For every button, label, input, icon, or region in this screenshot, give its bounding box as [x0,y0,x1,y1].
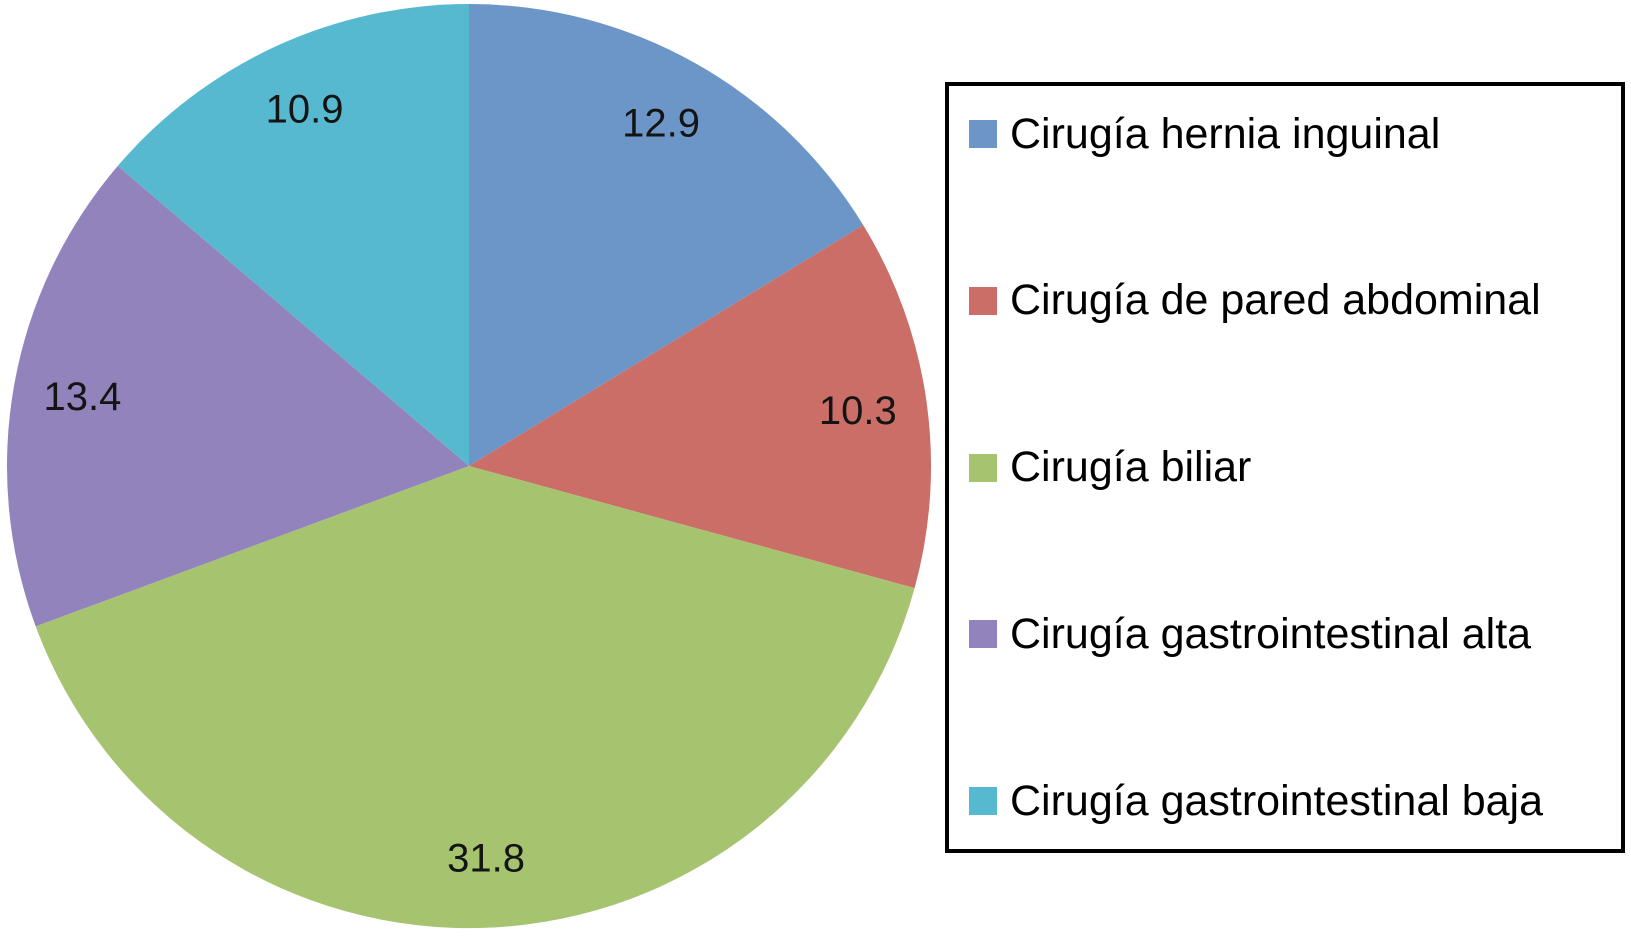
legend-label: Cirugía gastrointestinal alta [1010,609,1532,658]
pie-slice-3 [6,165,469,627]
legend-box: Cirugía hernia inguinal Cirugía de pared … [945,82,1625,853]
legend-item-1: Cirugía de pared abdominal [969,277,1613,325]
legend-swatch-icon [969,787,997,815]
pie-slice-4 [117,4,470,466]
pie-slice-2 [35,466,915,929]
legend-item-3: Cirugía gastrointestinal alta [969,610,1613,658]
pie-data-label-3: 13.4 [43,375,121,419]
legend-item-4: Cirugía gastrointestinal baja [969,777,1613,825]
legend-item-2: Cirugía biliar [969,444,1613,492]
pie-data-label-0: 12.9 [622,102,700,146]
legend-swatch-icon [969,620,997,649]
legend-swatch-icon [969,286,997,315]
pie-data-label-2: 31.8 [447,836,525,880]
pie-chart: 12.9 10.3 31.8 13.4 10.9 [6,3,932,929]
legend-label: Cirugía de pared abdominal [1010,276,1541,325]
pie-data-label-4: 10.9 [266,87,344,131]
legend-label: Cirugía hernia inguinal [1010,109,1441,158]
legend-label: Cirugía gastrointestinal baja [1010,776,1544,825]
pie-data-label-1: 10.3 [819,389,897,433]
legend-item-0: Cirugía hernia inguinal [969,110,1613,158]
pie-slice-0 [469,3,864,466]
legend-swatch-icon [969,453,997,482]
pie-slice-1 [469,225,932,589]
legend-label: Cirugía biliar [1010,443,1252,491]
legend-swatch-icon [969,120,997,148]
